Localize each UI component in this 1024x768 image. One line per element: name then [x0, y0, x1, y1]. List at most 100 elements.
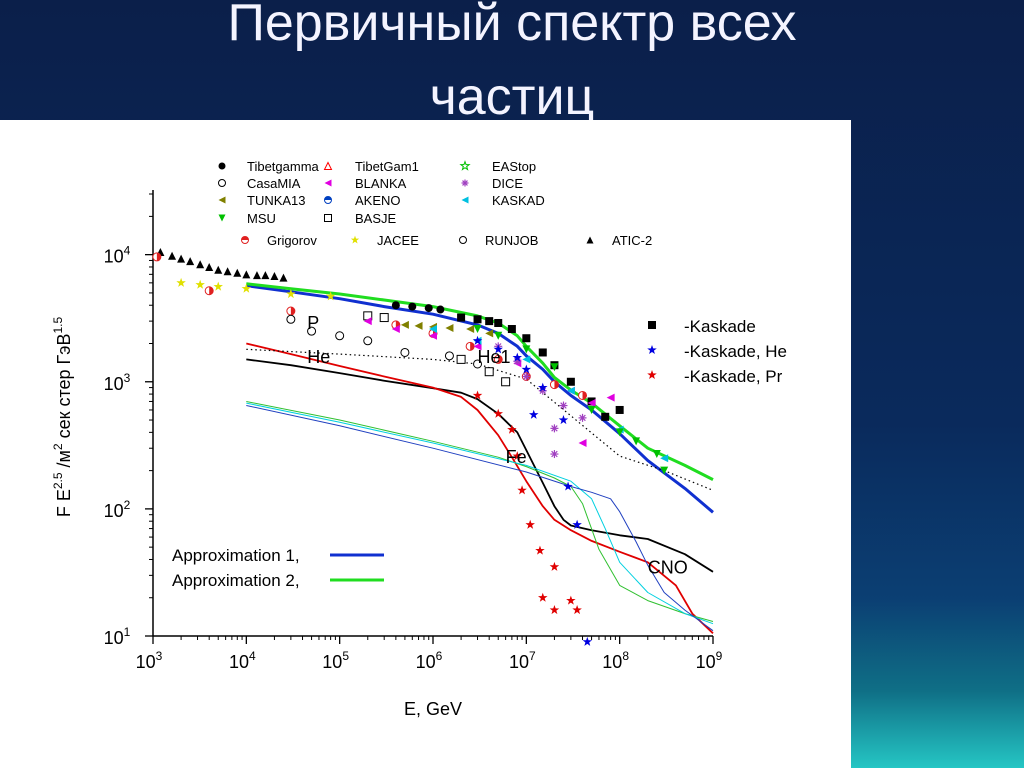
data-point: [214, 265, 223, 274]
data-point: [660, 466, 669, 475]
plot-panel: 103 104 105 106 107 108 109 101 102 103 104 E, GeV F…: [0, 120, 851, 768]
legend-label: MSU: [247, 211, 276, 226]
legend-label: BASJE: [355, 211, 397, 226]
legend-marker: [324, 179, 332, 187]
data-point: [445, 323, 454, 332]
data-point: [578, 413, 587, 422]
legend-marker: [648, 321, 656, 329]
x-tick-label: 106: [416, 649, 443, 672]
legend-kaskade: -Kaskade -Kaskade, He -Kaskade, Pr: [647, 317, 787, 386]
data-point: [307, 326, 317, 336]
x-tick-label: 107: [509, 649, 536, 672]
data-point: [566, 386, 575, 395]
legend-label: -Kaskade, He: [684, 342, 787, 361]
data-point: [549, 605, 560, 615]
data-point: [457, 313, 466, 322]
data-point: [473, 359, 483, 369]
data-point: [363, 317, 372, 326]
legend-marker: [241, 236, 249, 244]
data-point: [535, 545, 545, 555]
data-point: [501, 377, 511, 387]
data-point: [615, 428, 624, 437]
data-point: [335, 331, 345, 341]
data-point: [223, 267, 232, 276]
data-point: [270, 271, 279, 280]
y-axis-label: F E2.5 /м2 сек стер ГэВ1.5: [51, 317, 74, 518]
legend-marker: [324, 196, 332, 204]
data-point: [549, 561, 560, 571]
data-point: [485, 317, 494, 326]
data-point: [205, 262, 214, 271]
legend-label: AKENO: [355, 193, 401, 208]
y-tick-label: 104: [104, 244, 131, 267]
data-point: [606, 393, 615, 402]
data-point: [522, 355, 531, 364]
data-point: [400, 320, 409, 329]
data-point: [601, 412, 610, 421]
data-point: [472, 335, 483, 345]
series-cno-1: [246, 401, 714, 622]
series-lines: [246, 282, 714, 634]
legend-marker: [218, 179, 226, 187]
data-point: [363, 336, 373, 346]
data-point: [582, 636, 593, 646]
data-point: [528, 409, 539, 419]
series-approximation-1: [246, 284, 714, 514]
series-he1: [246, 348, 714, 491]
annotation-he1: He1: [478, 347, 511, 367]
data-point: [587, 399, 596, 408]
data-point: [429, 325, 437, 334]
data-point: [652, 450, 661, 459]
data-point: [522, 334, 531, 343]
slide-title-line1: Первичный спектр всех: [227, 0, 797, 52]
legend-label: DICE: [492, 176, 523, 191]
data-point: [473, 342, 482, 351]
data-point: [493, 344, 503, 354]
axes: 103 104 105 106 107 108 109 101 102 103 104 E, GeV F…: [51, 190, 723, 719]
series-fe: [246, 405, 714, 632]
data-point: [186, 257, 195, 266]
data-point: [507, 424, 517, 434]
data-point: [572, 605, 582, 615]
legend-marker: [459, 160, 471, 171]
data-point: [538, 592, 548, 602]
x-tick-label: 103: [136, 649, 163, 672]
series-cno-2: [246, 402, 714, 625]
legend-marker: [350, 235, 360, 244]
data-point: [549, 380, 559, 390]
data-point: [429, 331, 437, 340]
data-point: [408, 302, 417, 311]
x-tick-label: 105: [322, 649, 349, 672]
data-point: [559, 401, 568, 410]
legend-marker: [218, 196, 226, 204]
legend-marker: [218, 214, 226, 222]
data-point: [578, 438, 587, 447]
data-point: [512, 451, 523, 461]
data-point: [493, 354, 503, 364]
x-tick-label: 109: [696, 649, 723, 672]
y-tick-label: 102: [104, 498, 131, 521]
data-point: [466, 325, 475, 334]
data-point: [538, 382, 548, 392]
data-point: [436, 305, 445, 314]
data-point: [391, 325, 400, 334]
legend-marker: [586, 236, 594, 244]
data-point: [379, 313, 389, 323]
data-point: [522, 345, 531, 354]
data-point: [444, 351, 454, 361]
legend-label: KASKAD: [492, 193, 545, 208]
legend-label: TUNKA13: [247, 193, 306, 208]
data-point: [550, 424, 559, 433]
annotation-he: He: [307, 347, 330, 367]
data-point: [521, 364, 532, 374]
annotation-p: P: [307, 313, 319, 333]
data-point: [177, 254, 186, 263]
data-point: [286, 314, 296, 324]
data-point: [525, 519, 535, 529]
legend-marker: [218, 162, 226, 170]
data-point: [550, 363, 559, 372]
legend-marker: [647, 345, 657, 355]
data-point: [252, 271, 261, 280]
data-point: [204, 286, 214, 296]
x-tick-label: 104: [229, 649, 256, 672]
